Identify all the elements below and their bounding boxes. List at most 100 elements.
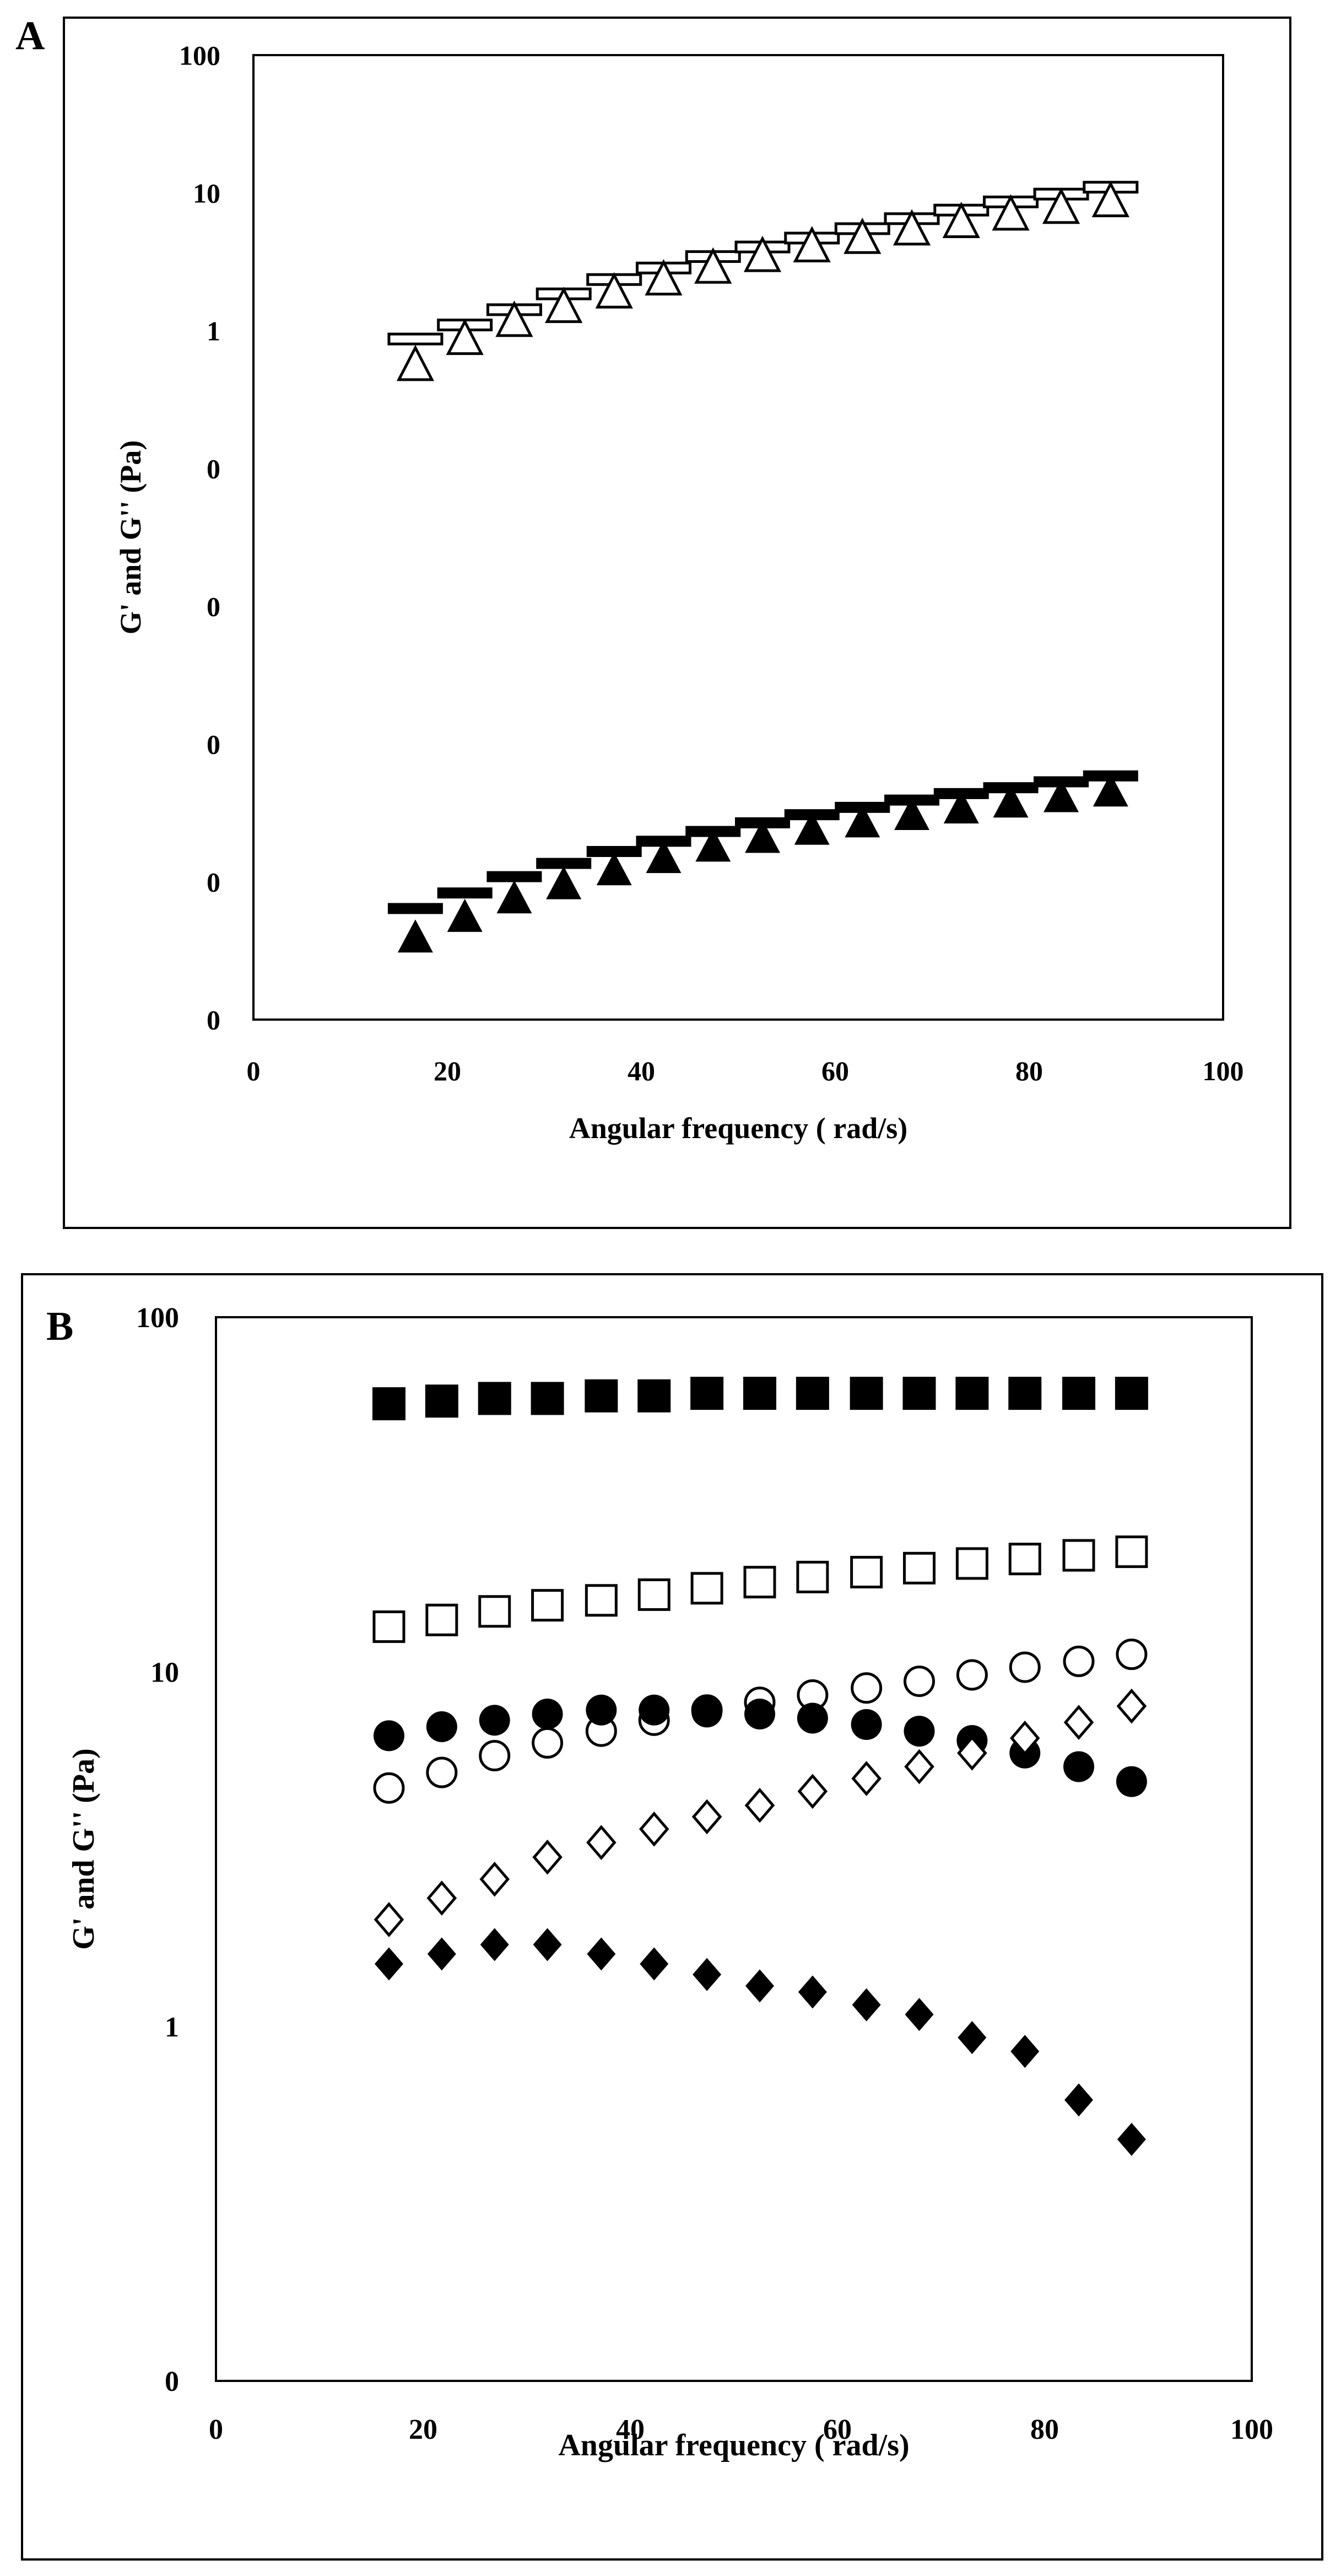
chart-b-point-diamond-open	[851, 1761, 882, 1796]
chart-b-point-circle-open	[1116, 1639, 1148, 1670]
chart-b-point-diamond-filled	[745, 1969, 774, 2003]
chart-b-point-circle-filled	[851, 1709, 882, 1740]
chart-a-point-triangle-open	[942, 202, 980, 238]
chart-a-point-triangle-filled	[794, 811, 830, 845]
chart-b-x-axis-title: Angular frequency ( rad/s)	[558, 2428, 909, 2462]
chart-b-y-axis-title: G' and G'' (Pa)	[67, 1748, 101, 1950]
chart-b-point-square-filled	[585, 1379, 618, 1413]
chart-b-point-circle-filled	[373, 1720, 404, 1752]
chart-b-point-square-filled	[372, 1387, 405, 1421]
chart-a-point-triangle-filled	[596, 852, 632, 886]
chart-a-point-triangle-filled	[894, 796, 930, 830]
chart-b-point-diamond-open	[426, 1880, 457, 1916]
chart-a-point-triangle-filled	[695, 828, 731, 862]
chart-b-point-diamond-open	[532, 1839, 563, 1875]
chart-a-point-triangle-filled	[496, 880, 532, 914]
chart-a-y-tick-label: 100	[179, 40, 220, 71]
chart-a-point-triangle-open	[1091, 181, 1129, 218]
chart-a-point-bar-filled	[437, 887, 493, 899]
chart-b-x-tick-label: 100	[1230, 2414, 1273, 2445]
chart-b-point-circle-open	[426, 1756, 458, 1788]
chart-a-x-tick-label: 100	[1203, 1055, 1244, 1086]
chart-a-point-triangle-filled	[397, 919, 433, 953]
chart-b-point-diamond-open	[957, 1735, 987, 1771]
chart-a-point-bar-filled	[536, 858, 592, 869]
chart-a-x-tick-label: 80	[1015, 1055, 1043, 1086]
chart-a-point-triangle-open	[396, 344, 435, 381]
chart-b-point-square-filled	[531, 1382, 564, 1415]
chart-a-point-bar-open	[387, 332, 444, 346]
chart-b-point-square-open	[1062, 1539, 1095, 1572]
chart-a-y-tick-label: 0	[207, 867, 220, 898]
chart-b-x-tick-label: 60	[823, 2414, 852, 2445]
chart-b-point-square-open	[955, 1547, 988, 1580]
chart-b-point-square-filled	[425, 1384, 458, 1418]
chart-a-point-triangle-filled	[845, 804, 880, 838]
chart-a-point-triangle-filled	[546, 866, 582, 899]
chart-b-point-diamond-open	[374, 1902, 404, 1937]
chart-b-point-diamond-open	[639, 1811, 669, 1847]
chart-b-point-circle-filled	[691, 1696, 723, 1728]
chart-a-point-triangle-open	[446, 319, 484, 355]
chart-b-point-diamond-filled	[905, 1998, 934, 2031]
chart-b-point-diamond-filled	[427, 1937, 456, 1971]
chart-b-point-square-open	[903, 1551, 936, 1585]
chart-b-point-square-open	[425, 1603, 458, 1636]
chart-a-y-tick-label: 0	[207, 591, 220, 622]
chart-b-point-diamond-filled	[587, 1937, 616, 1971]
chart-b-point-circle-open	[532, 1727, 564, 1759]
chart-b-point-square-filled	[478, 1382, 511, 1415]
chart-a-point-triangle-open	[893, 209, 931, 246]
chart-b-point-circle-filled	[1063, 1751, 1095, 1782]
chart-a-point-triangle-filled	[745, 820, 780, 853]
chart-a-point-triangle-open	[843, 217, 882, 254]
chart-a-point-triangle-filled	[1093, 773, 1128, 807]
chart-b-point-diamond-open	[1009, 1720, 1040, 1756]
chart-a-x-tick-label: 20	[434, 1055, 461, 1086]
chart-a-x-tick-label: 40	[628, 1055, 655, 1086]
chart-b-point-square-open	[743, 1566, 776, 1599]
chart-b-point-square-open	[1008, 1543, 1041, 1576]
chart-b-y-tick-label: 0	[165, 2366, 179, 2397]
chart-a-point-triangle-filled	[447, 898, 483, 932]
chart-b-point-diamond-filled	[533, 1928, 562, 1961]
chart-b-point-diamond-filled	[852, 1988, 881, 2022]
chart-a-point-triangle-open	[595, 272, 633, 309]
chart-b-y-tick-label: 10	[150, 1657, 179, 1689]
chart-a-point-triangle-open	[743, 235, 782, 272]
chart-b-point-square-filled	[1008, 1377, 1042, 1410]
chart-b-point-diamond-filled	[374, 1947, 403, 1981]
chart-a-y-tick-label: 0	[207, 1005, 220, 1036]
chart-a-point-triangle-open	[545, 287, 583, 324]
chart-b-point-circle-filled	[744, 1699, 775, 1730]
chart-b-point-square-open	[850, 1556, 883, 1589]
chart-b-point-square-open	[478, 1595, 511, 1628]
chart-b-x-tick-label: 0	[209, 2414, 223, 2445]
chart-b-point-square-filled	[690, 1377, 724, 1410]
chart-b-point-circle-open	[851, 1672, 883, 1704]
chart-b-x-tick-label: 40	[616, 2414, 645, 2445]
chart-a-y-tick-label: 1	[207, 316, 220, 347]
chart-b-point-diamond-open	[691, 1799, 722, 1835]
chart-b-point-diamond-open	[744, 1787, 775, 1823]
chart-b-point-square-open	[531, 1589, 564, 1622]
chart-a-x-tick-label: 60	[821, 1055, 849, 1086]
chart-b-point-square-filled	[1115, 1377, 1148, 1410]
chart-b-point-diamond-filled	[798, 1975, 827, 2009]
chart-a-point-triangle-filled	[993, 784, 1029, 818]
chart-b-point-diamond-open	[1063, 1705, 1094, 1740]
chart-b-point-square-filled	[796, 1377, 829, 1410]
chart-b-point-circle-filled	[639, 1694, 670, 1726]
chart-b-point-diamond-open	[904, 1749, 934, 1785]
chart-a-x-tick-label: 0	[247, 1055, 261, 1086]
chart-b-point-circle-filled	[586, 1694, 617, 1726]
chart-b-point-diamond-filled	[480, 1928, 509, 1961]
chart-b-point-diamond-open	[1116, 1688, 1147, 1724]
chart-b-point-circle-filled	[479, 1705, 510, 1736]
chart-b-point-diamond-open	[479, 1861, 510, 1897]
chart-b-point-circle-open	[1063, 1645, 1095, 1677]
chart-b-x-tick-label: 20	[409, 2414, 437, 2445]
chart-b-point-diamond-filled	[640, 1947, 669, 1981]
